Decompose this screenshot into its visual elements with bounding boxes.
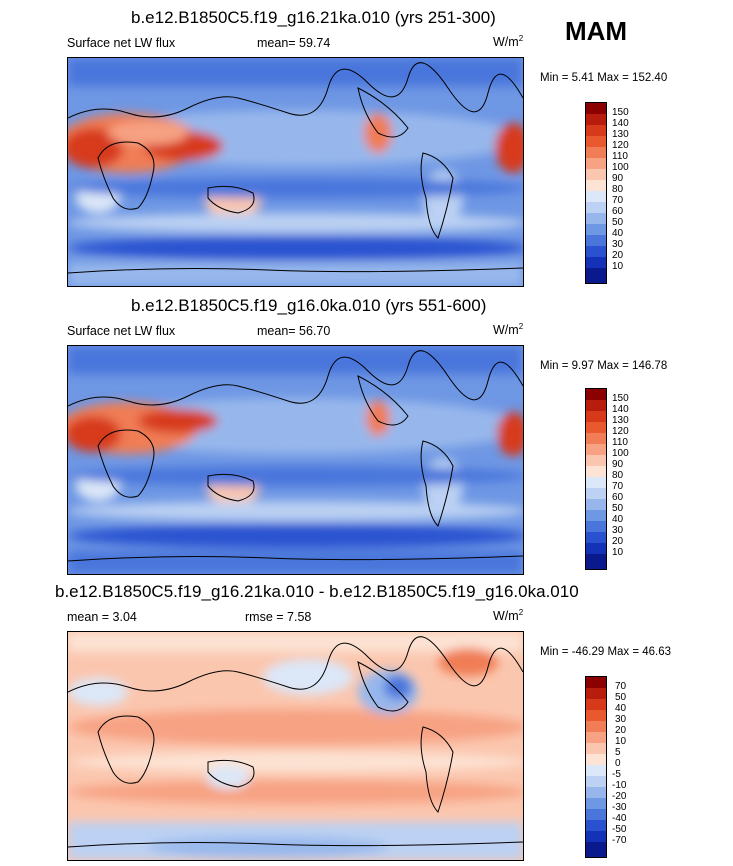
panel3-tick: 0 (615, 758, 621, 769)
panel1-units: W/m2 (493, 34, 524, 50)
season-label: MAM (565, 16, 628, 46)
panel2-tick: 90 (612, 459, 624, 470)
panel2-tick: 100 (612, 448, 629, 459)
panel1-tick: 80 (612, 184, 624, 195)
panel2-units: W/m2 (493, 322, 524, 338)
panel2-tick: 140 (612, 404, 629, 415)
panel1-tick: 60 (612, 206, 624, 217)
panel3-tick: 40 (615, 703, 627, 714)
panel1-tick: 50 (612, 217, 624, 228)
panel2-colorbar (585, 388, 607, 570)
panel3-tick: 5 (615, 747, 621, 758)
panel2-tick: 40 (612, 514, 624, 525)
panel2-tick: 30 (612, 525, 624, 536)
panel1-tick: 100 (612, 162, 629, 173)
panel3-tick: -30 (612, 802, 627, 813)
panel2-title: b.e12.B1850C5.f19_g16.0ka.010 (yrs 551-6… (131, 296, 487, 315)
panel3-tick: 50 (615, 692, 627, 703)
panel3-tick: 30 (615, 714, 627, 725)
panel3-title: b.e12.B1850C5.f19_g16.21ka.010 - b.e12.B… (55, 582, 579, 601)
panel3-rmse-label: rmse = 7.58 (245, 610, 312, 624)
panel1-tick: 140 (612, 118, 629, 129)
panel3-tick: 70 (615, 681, 627, 692)
panel1-mean-label: mean= 59.74 (257, 36, 331, 50)
panel3-mean-label: mean = 3.04 (67, 610, 137, 624)
panel1-tick: 20 (612, 250, 624, 261)
panel1-tick: 110 (612, 151, 628, 162)
panel1-map (67, 57, 524, 287)
panel2-tick: 150 (612, 393, 629, 404)
panel1-tick: 90 (612, 173, 624, 184)
panel1-tick: 150 (612, 107, 629, 118)
panel3-colorbar (585, 676, 607, 858)
panel2-tick: 130 (612, 415, 629, 426)
panel3-tick: 10 (615, 736, 627, 747)
panel2-tick: 80 (612, 470, 624, 481)
panel3-tick: -50 (612, 824, 627, 835)
panel3-tick: -5 (612, 769, 621, 780)
panel2-tick: 70 (612, 481, 624, 492)
panel1-tick: 130 (612, 129, 629, 140)
panel1-title: b.e12.B1850C5.f19_g16.21ka.010 (yrs 251-… (131, 8, 496, 27)
panel1-tick: 70 (612, 195, 624, 206)
panel2-variable-label: Surface net LW flux (67, 324, 176, 338)
panel1-colorbar (585, 102, 607, 284)
panel1-tick: 10 (612, 261, 624, 272)
panel2-tick: 10 (612, 547, 624, 558)
panel3-tick: -40 (612, 813, 627, 824)
panel1-tick: 120 (612, 140, 629, 151)
panel2-tick: 50 (612, 503, 624, 514)
panel1-tick: 30 (612, 239, 624, 250)
panel3-tick: -20 (612, 791, 627, 802)
panel1-minmax: Min = 5.41 Max = 152.40 (540, 72, 668, 84)
panel1-variable-label: Surface net LW flux (67, 36, 176, 50)
panel3-map (67, 631, 524, 861)
panel3-tick: -10 (612, 780, 627, 791)
panel3-tick: -70 (612, 835, 627, 846)
panel1-tick: 40 (612, 228, 624, 239)
panel2-tick: 110 (612, 437, 628, 448)
panel3-minmax: Min = -46.29 Max = 46.63 (540, 646, 672, 658)
panel2-minmax: Min = 9.97 Max = 146.78 (540, 360, 668, 372)
panel2-mean-label: mean= 56.70 (257, 324, 331, 338)
panel2-map (67, 345, 524, 575)
panel2-tick: 120 (612, 426, 629, 437)
panel2-tick: 20 (612, 536, 624, 547)
panel3-units: W/m2 (493, 608, 524, 624)
panel3-tick: 20 (615, 725, 627, 736)
panel2-tick: 60 (612, 492, 624, 503)
